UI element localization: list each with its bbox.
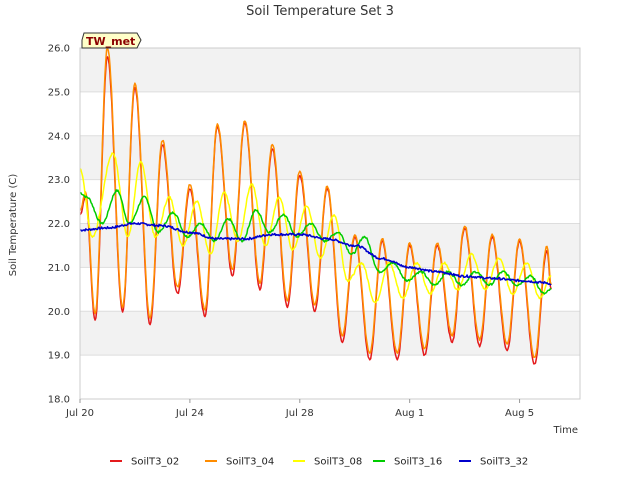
x-axis: Jul 20 Jul 24 Jul 28 Aug 1 Aug 5 [65,399,534,419]
plot-band [80,267,580,312]
legend-item-soilt3_32: SoilT3_32 [459,457,528,468]
badge-label: TW_met [86,35,135,48]
legend: SoilT3_02 SoilT3_04 SoilT3_08 SoilT3_16 Soil… [110,457,528,468]
x-tick-label: Jul 24 [175,408,204,419]
plot-frame [79,47,581,400]
tw-met-badge: TW_met [81,32,142,49]
y-axis-label: Soil Temperature (C) [8,174,19,277]
chart-title: Soil Temperature Set 3 [246,4,394,19]
y-tick-label: 18.0 [48,395,70,406]
x-tick-label: Aug 5 [505,408,534,419]
plot-band [80,91,580,136]
x-axis-label: Time [553,425,578,436]
plot-band [80,135,580,180]
plot-band [80,48,580,92]
series-line-soilt3_32 [79,222,552,286]
y-tick-label: 19.0 [48,351,70,362]
y-tick-label: 25.0 [48,87,70,98]
y-tick-label: 24.0 [48,131,70,142]
y-axis: 18.0 19.0 20.0 21.0 22.0 23.0 24.0 25.0 26.0 [48,44,70,406]
x-tick-label: Aug 1 [395,408,424,419]
y-tick-label: 23.0 [48,175,70,186]
legend-item-soilt3_02: SoilT3_02 [110,457,179,468]
legend-label: SoilT3_16 [394,457,442,468]
y-tick-label: 22.0 [48,219,70,230]
x-tick-label: Jul 20 [65,408,94,419]
x-tick-label: Jul 28 [285,408,314,419]
y-tick-label: 26.0 [48,44,70,55]
plot-band [80,311,580,356]
legend-label: SoilT3_02 [131,457,179,468]
y-tick-label: 21.0 [48,263,70,274]
y-tick-label: 20.0 [48,307,70,318]
legend-label: SoilT3_08 [314,457,362,468]
series-layer [79,47,552,365]
legend-label: SoilT3_32 [480,457,528,468]
series-line-soilt3_04 [79,47,552,359]
plot-band [80,355,580,399]
legend-item-soilt3_08: SoilT3_08 [293,457,362,468]
legend-label: SoilT3_04 [226,457,274,468]
legend-item-soilt3_16: SoilT3_16 [373,457,442,468]
series-line-soilt3_16 [80,189,552,295]
legend-item-soilt3_04: SoilT3_04 [205,457,274,468]
